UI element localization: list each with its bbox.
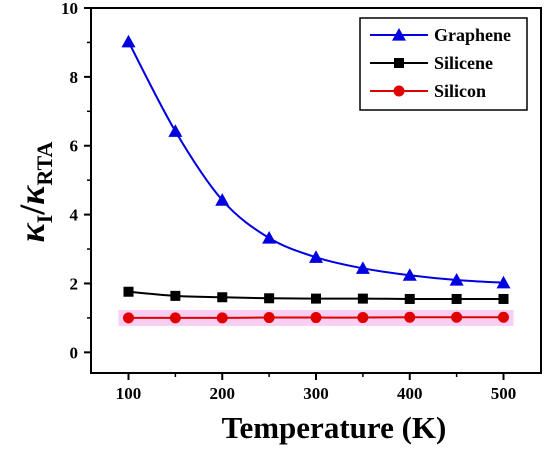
graphene-point: [262, 231, 277, 244]
x-tick-label: 400: [397, 384, 423, 403]
y-axis-sub-1: I: [32, 215, 57, 224]
y-tick-label: 0: [70, 343, 79, 362]
silicon-point: [216, 312, 228, 324]
graphene-point: [449, 273, 464, 286]
y-tick-label: 8: [70, 68, 79, 87]
series-layer: [121, 34, 511, 324]
silicene-series: [123, 286, 509, 304]
y-axis-kappa-2: κ: [12, 185, 52, 205]
legend-label-silicon: Silicon: [434, 81, 486, 101]
silicon-point: [123, 312, 134, 324]
silicon-point: [451, 311, 463, 323]
silicon-point: [498, 311, 509, 323]
y-tick-label: 4: [70, 206, 79, 225]
legend: Graphene Silicene Silicon: [359, 17, 528, 111]
graphene-point: [355, 261, 370, 274]
y-tick-label: 2: [70, 274, 79, 293]
graphene-point: [309, 250, 323, 263]
y-axis-slash: /: [12, 204, 52, 216]
silicene-point: [170, 290, 181, 301]
axis-ticks: 100 200 300 400 500 0 2 4 6 8 10: [61, 0, 516, 403]
x-tick-label: 200: [210, 384, 236, 403]
graphene-point: [402, 268, 417, 281]
y-axis-sub-2: RTA: [32, 142, 57, 186]
x-tick-label: 100: [116, 384, 142, 403]
graphene-point: [168, 124, 183, 137]
silicene-point: [451, 293, 462, 304]
x-axis-title: Temperature (K): [222, 410, 447, 445]
silicene-point: [264, 293, 275, 304]
y-tick-label: 10: [61, 0, 78, 18]
silicon-point: [263, 312, 275, 324]
y-tick-label: 6: [70, 137, 79, 156]
legend-label-silicene: Silicene: [434, 53, 493, 73]
graphene-point: [121, 34, 136, 48]
silicene-point: [404, 293, 415, 304]
silicene-point: [498, 293, 509, 304]
legend-marker-graphene: [392, 28, 406, 41]
silicon-point: [310, 312, 322, 324]
x-tick-label: 500: [491, 384, 517, 403]
legend-marker-silicene: [394, 58, 404, 68]
x-tick-label: 300: [303, 384, 329, 403]
y-axis-title: κI/κRTA: [12, 142, 57, 243]
graphene-point: [496, 275, 511, 289]
y-axis-kappa-1: κ: [12, 222, 52, 242]
silicon-point: [404, 311, 416, 323]
silicene-point: [217, 292, 228, 303]
silicon-point: [169, 312, 181, 324]
graphene-series: [121, 34, 511, 289]
silicene-point: [311, 293, 321, 304]
legend-marker-silicon: [393, 85, 405, 97]
silicene-point: [357, 293, 368, 304]
graphene-point: [215, 193, 230, 206]
silicene-point: [123, 286, 134, 297]
silicon-series: [123, 311, 509, 324]
legend-label-graphene: Graphene: [434, 25, 511, 45]
silicon-point: [357, 312, 369, 324]
